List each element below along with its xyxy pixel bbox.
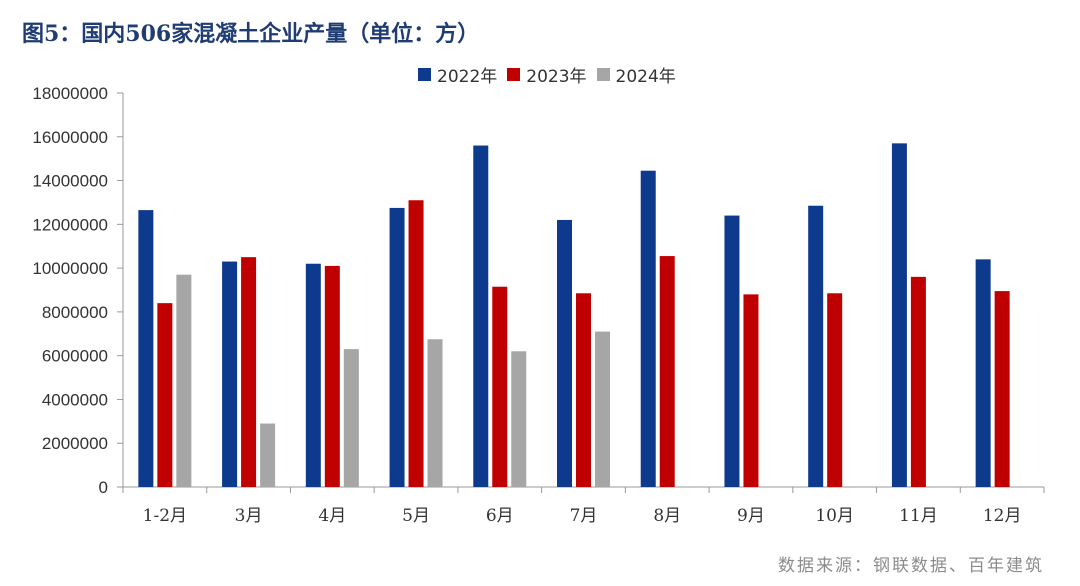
x-tick-label: 5月 xyxy=(402,506,430,526)
bar xyxy=(343,349,359,487)
bar xyxy=(305,263,321,487)
x-tick-label: 3月 xyxy=(235,506,263,526)
y-tick-label: 18000000 xyxy=(32,84,108,103)
y-tick-label: 14000000 xyxy=(32,172,108,191)
bar xyxy=(576,293,591,487)
legend-label-2024: 2024年 xyxy=(615,67,676,87)
bar xyxy=(827,293,843,487)
bar xyxy=(473,145,489,488)
bar xyxy=(260,423,276,487)
bar xyxy=(492,286,508,487)
bar xyxy=(222,261,238,487)
x-tick-label: 4月 xyxy=(318,506,346,526)
chart-title: 图5：国内506家混凝土企业产量（单位：方） xyxy=(22,21,480,47)
bar xyxy=(595,331,610,487)
bar xyxy=(975,259,991,487)
bar xyxy=(659,256,675,487)
legend-label-2022: 2022年 xyxy=(437,67,498,87)
y-tick-label: 8000000 xyxy=(42,303,108,322)
bar xyxy=(640,170,656,487)
bar xyxy=(724,215,740,488)
y-tick-label: 16000000 xyxy=(32,128,108,147)
legend-swatch-2022 xyxy=(418,68,431,81)
bar xyxy=(808,205,824,487)
x-tick-label: 12月 xyxy=(983,506,1022,526)
x-tick-label: 9月 xyxy=(737,506,765,526)
bar xyxy=(994,291,1010,487)
bar xyxy=(157,303,173,487)
y-tick-label: 6000000 xyxy=(42,347,108,366)
legend-item-2023: 2023年 xyxy=(507,62,587,87)
bar xyxy=(511,351,527,487)
legend-swatch-2024 xyxy=(596,68,610,81)
legend-label-2023: 2023年 xyxy=(526,67,587,87)
y-tick-label: 12000000 xyxy=(32,215,108,234)
bar xyxy=(138,210,154,487)
x-tick-label: 11月 xyxy=(899,506,938,526)
bar xyxy=(176,274,192,487)
bar xyxy=(891,143,907,487)
bar xyxy=(241,257,257,487)
legend-swatch-2023 xyxy=(507,68,521,81)
bar xyxy=(427,339,443,487)
bar xyxy=(743,294,759,487)
y-tick-label: 10000000 xyxy=(32,259,108,278)
bar xyxy=(408,200,424,487)
data-source: 数据来源：钢联数据、百年建筑 xyxy=(778,556,1044,576)
bar xyxy=(910,276,926,487)
y-tick-label: 4000000 xyxy=(42,390,108,409)
bar xyxy=(557,219,572,487)
bar xyxy=(389,207,405,487)
y-tick-label: 2000000 xyxy=(42,434,108,453)
x-tick-label: 7月 xyxy=(570,506,598,526)
x-tick-label: 6月 xyxy=(486,506,514,526)
legend-item-2022: 2022年 xyxy=(418,62,497,87)
x-tick-label: 8月 xyxy=(653,506,681,526)
legend-item-2024: 2024年 xyxy=(596,62,676,87)
legend: 2022年 2023年 2024年 xyxy=(418,62,676,87)
y-tick-label: 0 xyxy=(99,478,108,497)
x-tick-label: 10月 xyxy=(815,506,854,526)
x-tick-label: 1-2月 xyxy=(143,506,187,526)
bar xyxy=(324,265,340,487)
